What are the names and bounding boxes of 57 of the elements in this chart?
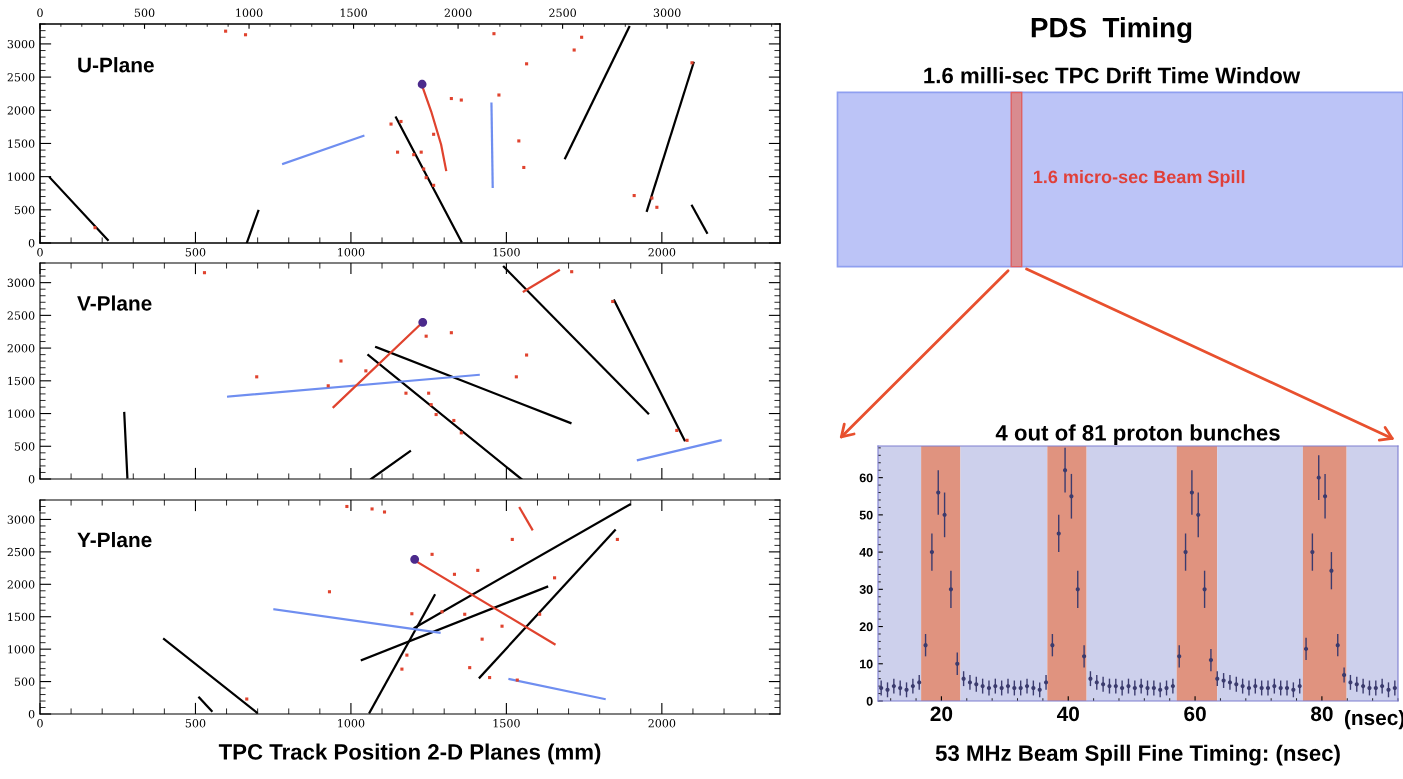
x-tick-label: 1500 (493, 719, 520, 728)
y-tick-label: 2500 (7, 547, 35, 557)
y-tick-label: 500 (14, 677, 35, 686)
y-tick-label: 2000 (7, 106, 35, 115)
x-tick-label: 2000 (648, 248, 676, 257)
y-tick-label: 60 (859, 473, 873, 483)
y-tick-label: 20 (859, 622, 873, 632)
y-tick-label: 1000 (8, 172, 35, 182)
x-tick-label: 1500 (493, 248, 520, 257)
y-tick-label: 2000 (7, 580, 35, 589)
x-axis-title: 53 MHz Beam Spill Fine Timing: (nsec) (935, 744, 1340, 766)
text: 1.6 micro-sec Beam Spill (1033, 170, 1245, 187)
text: 1.6 milli-sec TPC Drift Time Window (924, 67, 1301, 84)
x2-tick-label: 3000 (653, 8, 681, 17)
x2-tick-label: 1000 (236, 8, 263, 17)
y-tick-label: 1500 (8, 612, 35, 622)
y-tick-label: 10 (860, 659, 873, 669)
x2-tick-label: 1500 (340, 8, 367, 17)
y-tick-label: 0 (28, 474, 35, 484)
x-tick-label: 0 (37, 719, 43, 728)
x-tick-label: 500 (185, 248, 206, 257)
chart-title: 4 out of 81 proton bunches (995, 424, 1280, 446)
y-tick-label: 3000 (7, 39, 35, 49)
y-tick-label: 2500 (7, 311, 35, 320)
x-tick-label: 1000 (338, 248, 365, 257)
y-tick-label: 3000 (7, 278, 35, 288)
x2-tick-label: 2500 (549, 8, 576, 17)
y-tick-label: 30 (859, 585, 873, 594)
x-tick-label: 500 (185, 719, 206, 728)
y-tick-label: 1000 (8, 409, 35, 418)
y-tick-label: 0 (866, 696, 873, 706)
x-tick-label: 40 (1056, 706, 1079, 722)
text: PDS Timing (1031, 17, 1192, 44)
text: V-Plane (77, 295, 152, 311)
x-tick-label: 1000 (338, 719, 365, 728)
y-tick-label: 1000 (8, 645, 35, 654)
x2-tick-label: 2000 (444, 8, 472, 17)
y-tick-label: 3000 (7, 515, 35, 524)
x-axis-title: TPC Track Position 2-D Planes (mm) (218, 743, 601, 765)
y-tick-label: 2500 (7, 73, 35, 82)
x-tick-label: 80 (1310, 706, 1333, 722)
x2-tick-label: 0 (37, 8, 43, 17)
y-tick-label: 1500 (8, 376, 35, 386)
y-tick-label: 50 (859, 510, 873, 520)
y-tick-label: 500 (14, 205, 35, 215)
y-tick-label: 0 (28, 238, 35, 248)
y-tick-label: 40 (859, 547, 873, 557)
x2-tick-label: 500 (134, 8, 155, 17)
x-tick-label: 0 (37, 248, 43, 257)
y-tick-label: 1500 (8, 139, 35, 148)
y-tick-label: 500 (14, 442, 35, 451)
text: Y-Plane (77, 531, 152, 548)
x-tick-label: 2000 (648, 719, 676, 728)
y-tick-label: 2000 (7, 344, 35, 353)
x-tick-label: 60 (1184, 706, 1206, 722)
x-tick-label: 20 (930, 706, 953, 722)
text: U-Plane (78, 57, 154, 73)
